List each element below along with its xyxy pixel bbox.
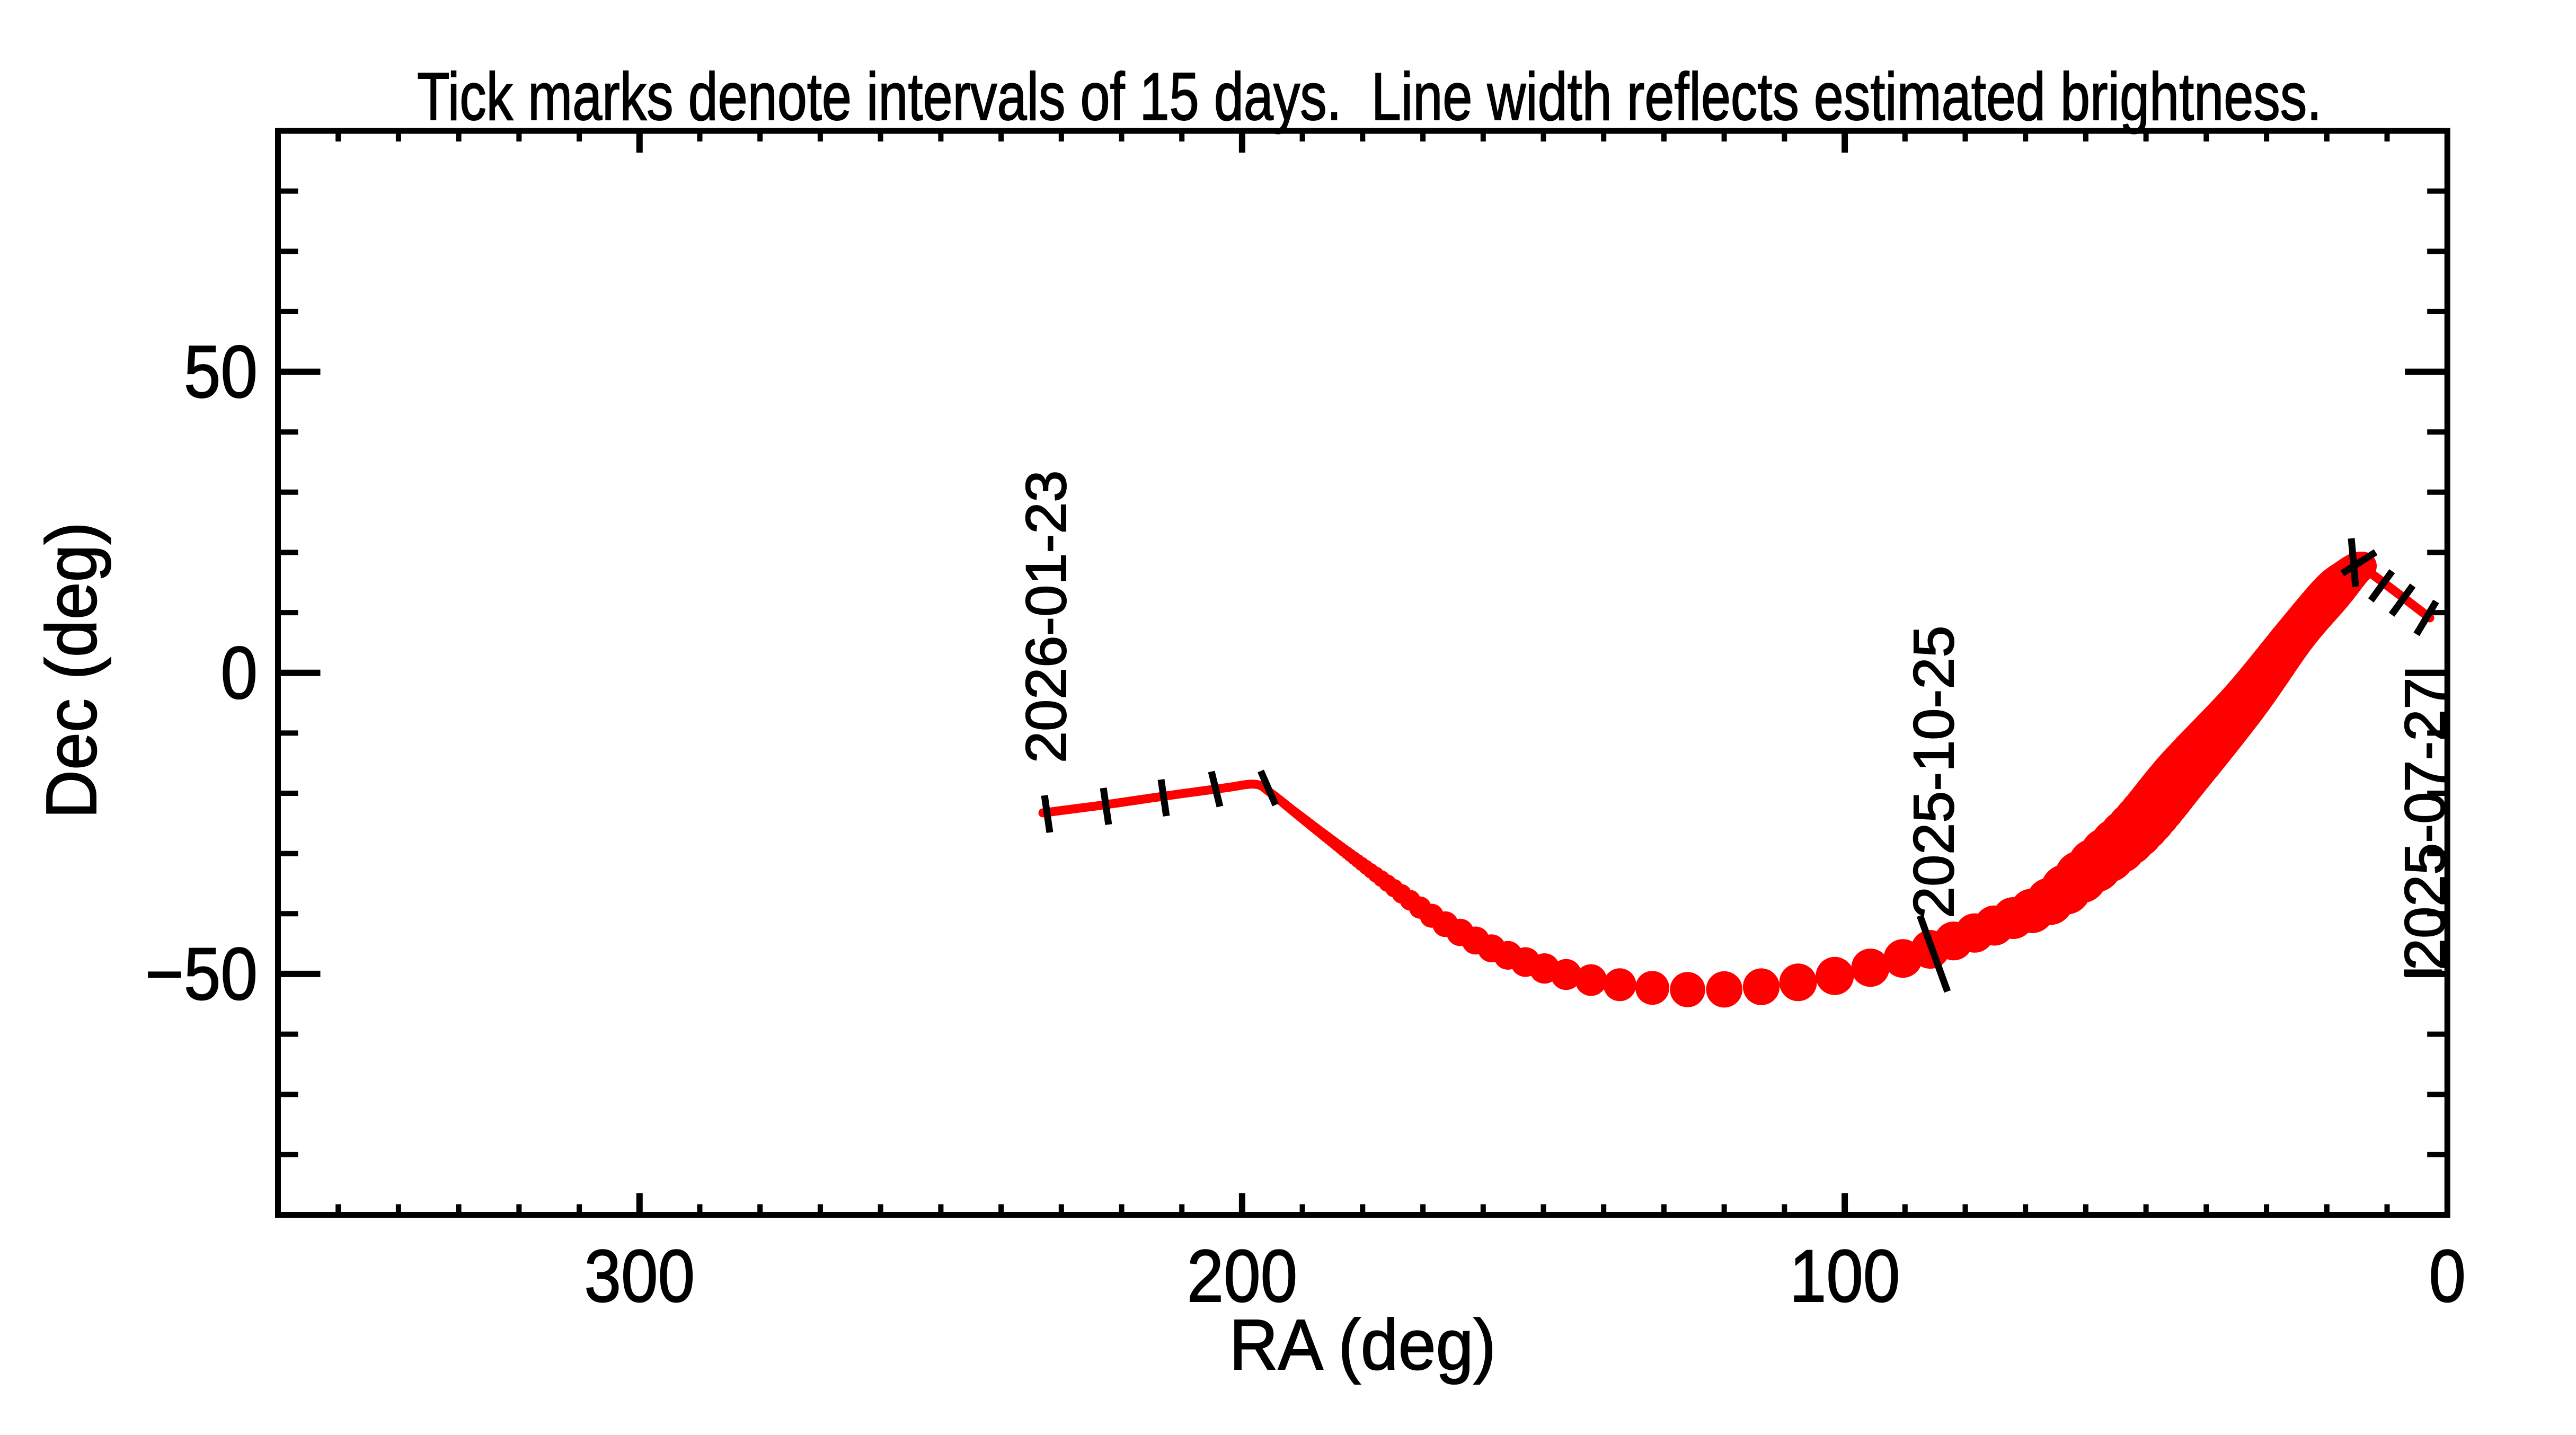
svg-text:Dec (deg): Dec (deg) bbox=[31, 522, 111, 819]
svg-text:2026-01-23: 2026-01-23 bbox=[1014, 471, 1078, 763]
svg-text:0: 0 bbox=[220, 632, 258, 714]
svg-text:2025-07-27: 2025-07-27 bbox=[2393, 678, 2457, 970]
svg-text:300: 300 bbox=[585, 1235, 695, 1317]
svg-text:RA (deg): RA (deg) bbox=[1229, 1305, 1496, 1385]
svg-text:0: 0 bbox=[2429, 1235, 2466, 1317]
svg-text:2025-10-25: 2025-10-25 bbox=[1901, 626, 1966, 918]
svg-text:50: 50 bbox=[184, 331, 258, 413]
svg-text:−50: −50 bbox=[145, 933, 258, 1015]
svg-text:200: 200 bbox=[1187, 1235, 1298, 1317]
svg-text:100: 100 bbox=[1790, 1235, 1900, 1317]
svg-text:Tick marks denote intervals of: Tick marks denote intervals of 15 days. … bbox=[417, 59, 2322, 135]
